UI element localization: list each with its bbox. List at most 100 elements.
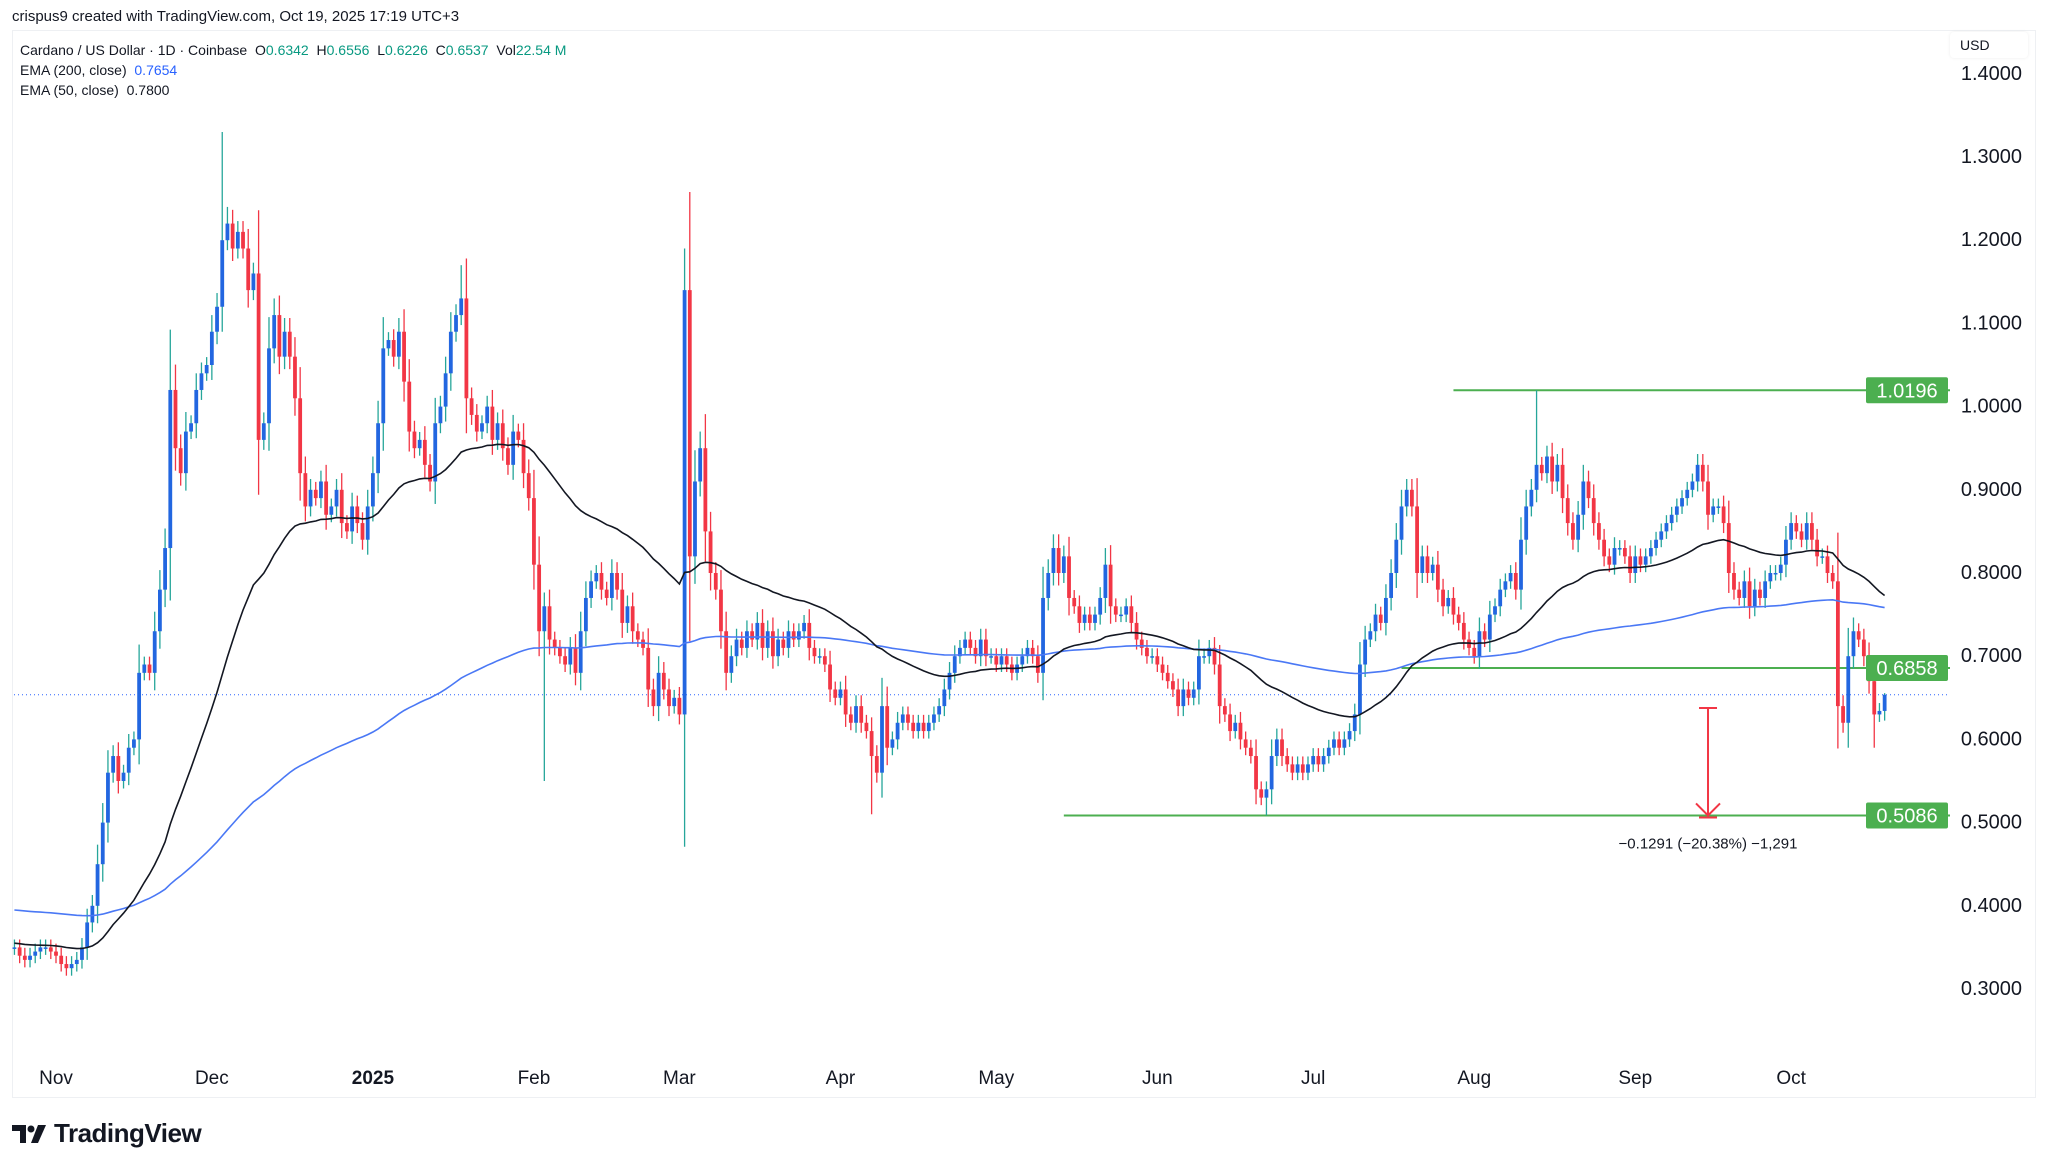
candle-body <box>1186 689 1191 698</box>
candle-body <box>422 439 427 465</box>
candle-body <box>1804 523 1809 540</box>
candle-body <box>1072 597 1077 607</box>
candle-body <box>100 822 105 865</box>
candle-body <box>848 714 853 723</box>
candle-body <box>74 959 79 965</box>
candle-body <box>656 672 661 707</box>
candle-body <box>817 656 822 658</box>
candle-body <box>693 481 697 557</box>
candle-body <box>1067 556 1071 598</box>
candle-body <box>1820 556 1825 558</box>
candle-body <box>937 706 942 715</box>
candle-body <box>59 955 64 965</box>
ema200-value: 0.7654 <box>134 62 178 78</box>
candle-body <box>376 423 380 474</box>
candle-body <box>1628 556 1632 573</box>
candle-body <box>1415 506 1419 573</box>
candle-body <box>490 406 495 440</box>
tradingview-logo[interactable]: TradingView <box>12 1118 202 1149</box>
x-tick-label: Aug <box>1457 1068 1491 1089</box>
candle-body <box>1633 556 1638 573</box>
candle-body <box>854 706 858 723</box>
candle-body <box>209 331 214 365</box>
candle-body <box>106 772 110 823</box>
candle-body <box>895 722 900 740</box>
candle-body <box>1856 631 1861 640</box>
candle-body <box>85 922 90 948</box>
candle-body <box>833 689 838 698</box>
candle-body <box>1300 764 1305 773</box>
candle-body <box>1732 573 1736 590</box>
x-tick-label: Feb <box>518 1068 551 1089</box>
y-tick-label: 0.5000 <box>1961 812 2022 834</box>
candle-body <box>319 481 323 499</box>
open-value: 0.6342 <box>265 42 309 58</box>
candle-body <box>604 589 609 598</box>
candle-body <box>1508 573 1513 582</box>
candle-body <box>1228 714 1232 732</box>
candle-body <box>1529 489 1534 507</box>
chart-legend: Cardano / US Dollar · 1D · Coinbase O0.6… <box>20 40 566 100</box>
candle-body <box>1815 539 1820 557</box>
candle-body <box>1108 564 1113 607</box>
candle-body <box>573 647 578 673</box>
candle-body <box>1524 506 1529 540</box>
chart-pane[interactable] <box>12 30 2036 1098</box>
candle-body <box>625 606 630 623</box>
candle-body <box>968 639 973 648</box>
candle-body <box>1435 564 1440 590</box>
candle-body <box>433 423 438 482</box>
candle-body <box>1368 631 1373 640</box>
brand-name: TradingView <box>54 1118 202 1148</box>
candle-body <box>532 498 536 565</box>
candle-body <box>386 340 391 349</box>
x-tick-label: Mar <box>663 1068 696 1089</box>
candle-body <box>1706 481 1710 515</box>
candle-body <box>521 439 526 474</box>
candle-body <box>874 756 879 773</box>
candle-body <box>22 955 27 960</box>
ema200-row[interactable]: EMA (200, close) 0.7654 <box>20 60 566 80</box>
candle-body <box>64 964 69 969</box>
candle-body <box>1659 531 1664 540</box>
candle-body <box>1035 656 1040 673</box>
candle-body <box>994 656 999 665</box>
candle-body <box>1373 614 1378 632</box>
candle-body <box>173 389 178 449</box>
candle-body <box>1176 689 1181 707</box>
candle-body <box>256 273 261 440</box>
candle-body <box>230 223 235 249</box>
candle-body <box>1690 481 1695 490</box>
candle-body <box>947 672 952 690</box>
candle-body <box>921 722 926 732</box>
candle-body <box>1238 722 1243 740</box>
candle-body <box>885 706 890 748</box>
candle-body <box>755 622 760 640</box>
candle-body <box>791 631 796 640</box>
x-tick-label: Jun <box>1142 1068 1173 1089</box>
candle-body <box>1285 756 1290 765</box>
candle-body <box>111 756 116 773</box>
candle-body <box>152 631 157 673</box>
candle-body <box>1274 739 1279 757</box>
candle-body <box>822 656 827 665</box>
candle-body <box>1145 647 1149 657</box>
candle-body <box>438 406 443 424</box>
candle-body <box>843 689 848 715</box>
candle-body <box>251 273 256 291</box>
candle-body <box>1425 556 1430 573</box>
candle-body <box>1061 556 1066 573</box>
currency-button[interactable]: USD <box>1950 32 2028 58</box>
candle-body <box>1197 656 1201 690</box>
ema50-row[interactable]: EMA (50, close) 0.7800 <box>20 80 566 100</box>
candle-body <box>412 431 417 449</box>
price-label-text: 0.5086 <box>1876 805 1937 827</box>
candle-body <box>682 290 687 715</box>
candle-body <box>739 639 744 648</box>
measure-arrowhead-icon <box>1695 802 1721 817</box>
candle-body <box>1721 506 1726 524</box>
candle-body <box>168 389 173 549</box>
candle-body <box>474 414 479 432</box>
candle-body <box>1134 622 1139 640</box>
